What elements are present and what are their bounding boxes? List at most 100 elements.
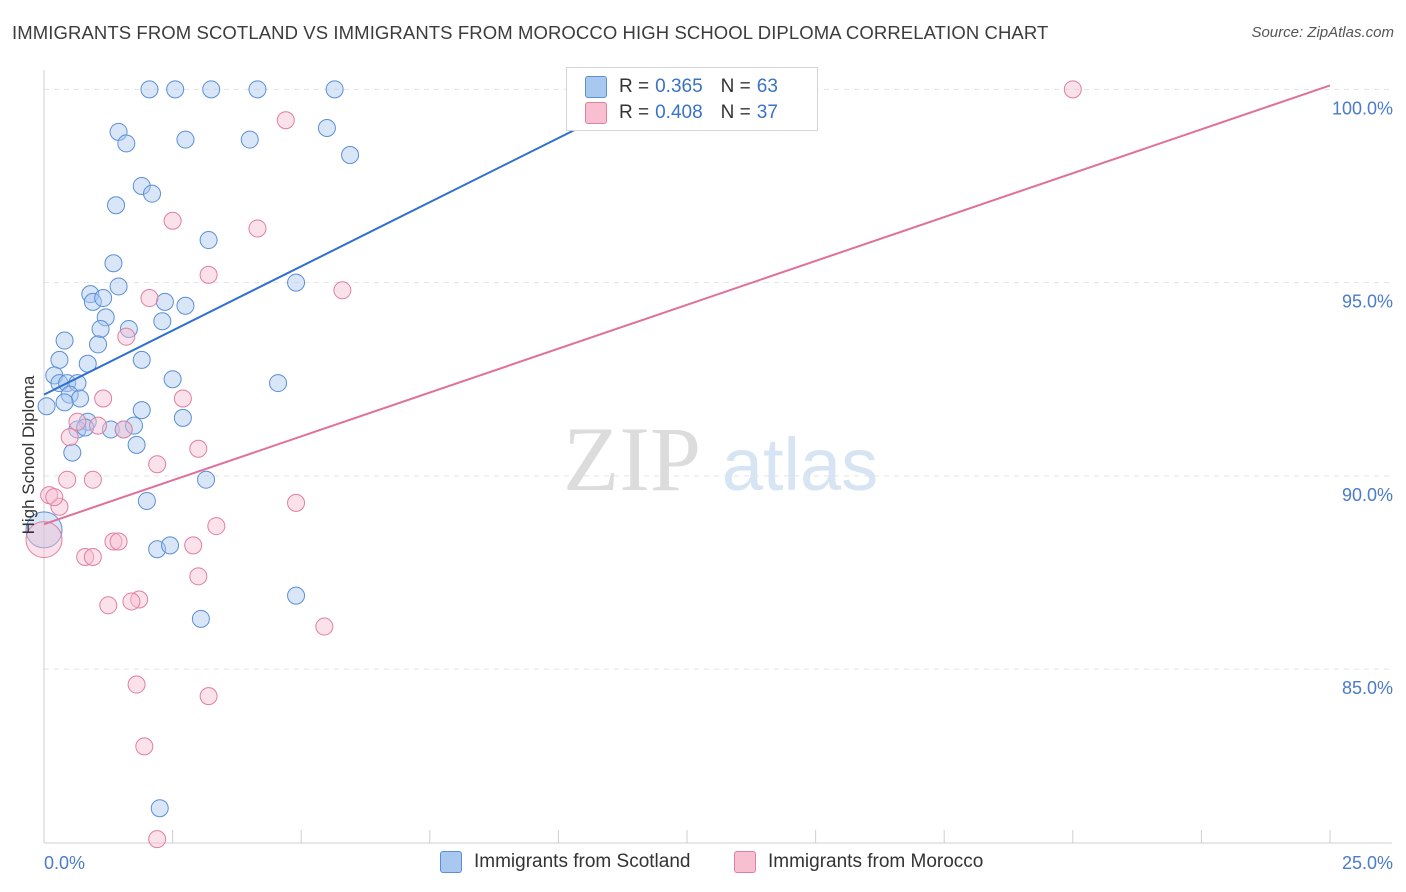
scotland-point-18 xyxy=(287,273,306,292)
scotland-point-58 xyxy=(287,586,306,605)
morocco-point-36 xyxy=(135,737,154,756)
x-tick-label-max: 25.0% xyxy=(1342,853,1393,873)
morocco-point-33 xyxy=(315,617,334,636)
morocco-point-11 xyxy=(68,412,87,431)
morocco-point-23 xyxy=(207,517,226,536)
morocco-point-22 xyxy=(25,521,63,559)
legend-swatch-scotland xyxy=(585,76,607,98)
morocco-point-3 xyxy=(248,219,267,238)
scotland-point-59 xyxy=(191,609,210,628)
morocco-point-16 xyxy=(58,470,77,489)
scotland-point-38 xyxy=(269,374,288,393)
scotland-point-25 xyxy=(153,312,172,331)
x-tick-labels: 0.0% 25.0% xyxy=(44,853,1393,873)
morocco-point-6 xyxy=(140,289,159,308)
series-legend-scotland: Immigrants from Scotland xyxy=(440,851,690,873)
x-tick-label-min: 0.0% xyxy=(44,853,85,873)
morocco-point-24 xyxy=(104,532,123,551)
series-label-scotland: Immigrants from Scotland xyxy=(474,851,691,872)
scotland-point-21 xyxy=(94,289,113,308)
scotland-point-15 xyxy=(199,231,218,250)
morocco-point-35 xyxy=(199,687,218,706)
morocco-point-27 xyxy=(76,547,95,566)
scotland-point-53 xyxy=(197,470,216,489)
scotland-point-54 xyxy=(137,491,156,510)
source-label: Source: ZipAtlas.com xyxy=(1251,24,1394,41)
scotland-point-22 xyxy=(155,292,174,311)
legend-n-value: 63 xyxy=(756,76,778,97)
scotland-point-51 xyxy=(127,435,146,454)
scotland-point-3 xyxy=(248,80,267,99)
data-points xyxy=(25,80,1082,849)
scotland-point-8 xyxy=(176,130,195,149)
morocco-point-17 xyxy=(83,470,102,489)
legend-r-value: 0.408 xyxy=(655,102,703,123)
scotland-point-7 xyxy=(117,134,136,153)
legend-n-label: N = xyxy=(720,102,751,123)
morocco-point-4 xyxy=(199,265,218,284)
chart-title: IMMIGRANTS FROM SCOTLAND VS IMMIGRANTS F… xyxy=(12,22,1049,43)
morocco-point-21 xyxy=(45,488,64,507)
series-legend: Immigrants from Scotland Immigrants from… xyxy=(0,851,1406,879)
morocco-point-19 xyxy=(50,497,69,516)
scotland-point-4 xyxy=(325,80,344,99)
scotland-point-36 xyxy=(132,350,151,369)
morocco-point-28 xyxy=(83,547,102,566)
legend-n-label: N = xyxy=(720,76,751,97)
series-label-morocco: Immigrants from Morocco xyxy=(768,851,984,872)
axes xyxy=(43,70,1392,844)
morocco-point-0 xyxy=(1063,80,1082,99)
y-tick-label: 85.0% xyxy=(1342,678,1393,698)
morocco-point-9 xyxy=(173,389,192,408)
gridlines xyxy=(44,88,1392,670)
morocco-point-30 xyxy=(130,590,149,609)
scotland-point-17 xyxy=(109,277,128,296)
scotland-point-52 xyxy=(63,443,82,462)
morocco-point-29 xyxy=(189,567,208,586)
legend-n-value: 37 xyxy=(756,102,778,123)
series-swatch-scotland xyxy=(440,851,462,873)
morocco-point-10 xyxy=(60,428,79,447)
scotland-point-46 xyxy=(68,420,87,439)
scotland-point-24 xyxy=(96,308,115,327)
morocco-point-26 xyxy=(184,536,203,555)
series-swatch-morocco xyxy=(734,851,756,873)
morocco-point-2 xyxy=(163,211,182,230)
y-tick-label: 95.0% xyxy=(1342,292,1393,312)
y-axis-label: High School Diploma xyxy=(19,375,38,534)
morocco-point-1 xyxy=(276,111,295,130)
legend-row-morocco: R = 0.408 N = 37 xyxy=(585,100,778,126)
scotland-point-43 xyxy=(132,401,151,420)
morocco-point-31 xyxy=(122,592,141,611)
scotland-point-30 xyxy=(50,350,69,369)
scotland-point-20 xyxy=(83,292,102,311)
morocco-point-15 xyxy=(148,455,167,474)
scotland-point-42 xyxy=(37,397,56,416)
legend-r-value: 0.365 xyxy=(655,76,703,97)
scotland-point-10 xyxy=(317,118,336,137)
watermark-zip: ZIP xyxy=(563,408,701,510)
morocco-point-7 xyxy=(117,327,136,346)
scotland-point-57 xyxy=(161,536,180,555)
scotland-point-1 xyxy=(166,80,185,99)
morocco-point-25 xyxy=(109,532,128,551)
morocco-point-32 xyxy=(99,596,118,615)
morocco-point-12 xyxy=(89,416,108,435)
scotland-point-2 xyxy=(202,80,221,99)
scotland-point-45 xyxy=(173,408,192,427)
morocco-point-13 xyxy=(114,420,133,439)
watermark-atlas: atlas xyxy=(722,423,878,506)
scotland-point-37 xyxy=(163,370,182,389)
scotland-point-29 xyxy=(89,335,108,354)
scotland-point-0 xyxy=(140,80,159,99)
y-tick-label: 90.0% xyxy=(1342,485,1393,505)
morocco-point-8 xyxy=(94,389,113,408)
y-tick-label: 100.0% xyxy=(1332,98,1393,118)
scotland-point-12 xyxy=(132,176,151,195)
trend-lines xyxy=(43,80,1331,526)
scotland-point-40 xyxy=(71,389,90,408)
morocco-point-18 xyxy=(287,493,306,512)
scotland-point-41 xyxy=(55,393,74,412)
scotland-point-14 xyxy=(107,196,126,215)
y-tick-labels: 85.0% 90.0% 95.0% 100.0% xyxy=(1332,98,1393,698)
